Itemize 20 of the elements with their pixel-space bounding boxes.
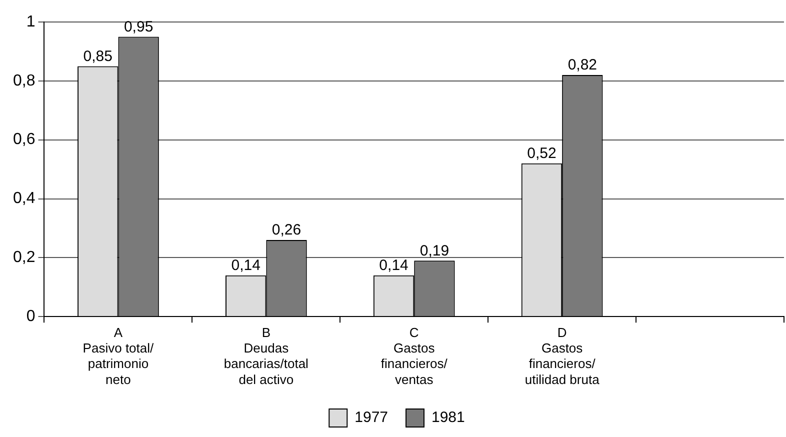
data-label: 0,26	[272, 222, 302, 239]
legend-label: 1977	[354, 409, 388, 426]
y-tick-label: 0,6	[12, 131, 36, 148]
y-tick-label: 0	[26, 308, 36, 326]
data-label: 0,14	[231, 256, 260, 274]
x-tick-label: B Deudas bancarias/total del activo	[224, 324, 309, 387]
data-label: 0,82	[568, 56, 598, 74]
y-tick-label: 1	[26, 13, 36, 30]
y-tick-label: 0,4	[12, 190, 36, 208]
legend-label: 1981	[432, 409, 465, 426]
data-label: 0,95	[124, 18, 154, 36]
data-label: 0,14	[379, 256, 408, 274]
data-label: 0,85	[83, 48, 112, 65]
x-tick-label: D Gastos financieros/ utilidad bruta	[524, 324, 600, 387]
data-label: 0,52	[527, 145, 556, 162]
x-tick-label: C Gastos financieros/ ventas	[380, 324, 448, 387]
data-label: 0,19	[420, 242, 450, 260]
x-tick-label: A Pasivo total/ patrimonio neto	[82, 324, 154, 387]
y-tick-label: 0,8	[12, 72, 36, 90]
y-tick-label: 0,2	[12, 249, 36, 266]
